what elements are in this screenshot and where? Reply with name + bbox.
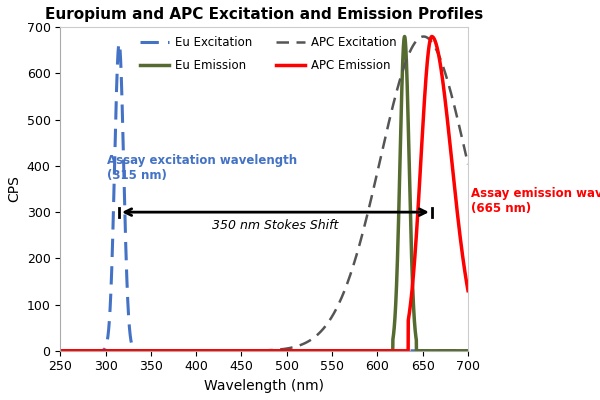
Text: 350 nm Stokes Shift: 350 nm Stokes Shift [212, 219, 338, 232]
Text: Assay excitation wavelength
(315 nm): Assay excitation wavelength (315 nm) [107, 154, 298, 182]
Y-axis label: CPS: CPS [7, 176, 21, 202]
Title: Europium and APC Excitation and Emission Profiles: Europium and APC Excitation and Emission… [45, 7, 483, 22]
Legend: Eu Excitation, Eu Emission, APC Excitation, APC Emission: Eu Excitation, Eu Emission, APC Excitati… [140, 36, 397, 72]
Text: Assay emission wavelength
(665 nm): Assay emission wavelength (665 nm) [471, 186, 600, 214]
X-axis label: Wavelength (nm): Wavelength (nm) [204, 379, 324, 393]
